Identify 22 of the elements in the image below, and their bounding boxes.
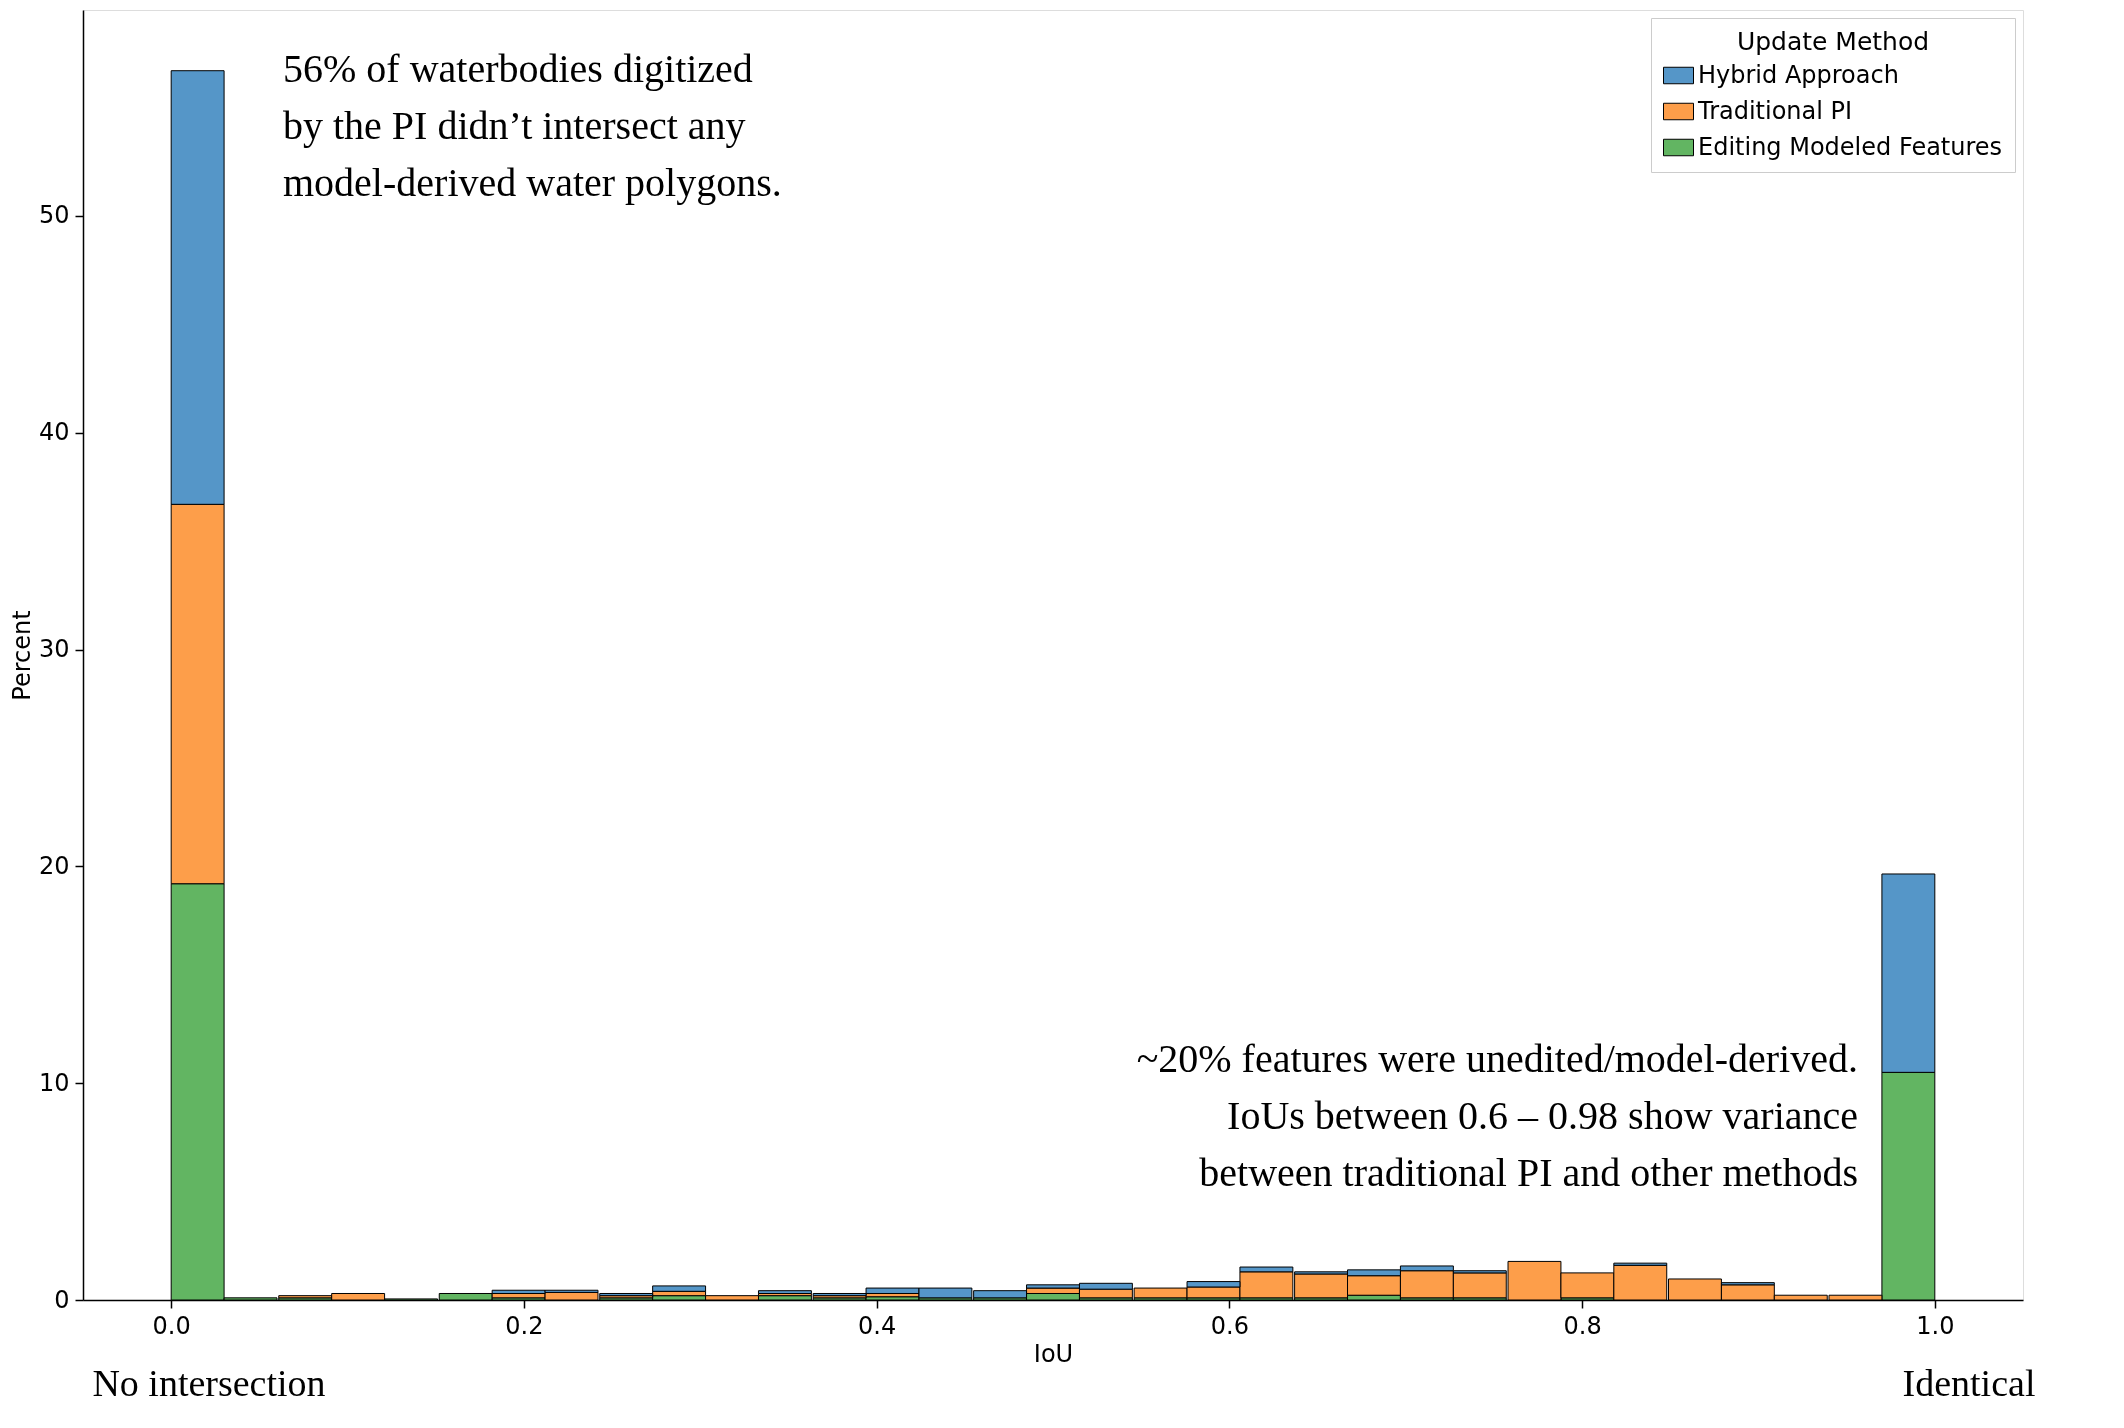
x-tick-label: 0.2 — [505, 1311, 544, 1340]
y-tick-label: 50 — [38, 201, 70, 230]
legend-label: Traditional PI — [1697, 96, 1853, 125]
y-tick-label: 30 — [38, 635, 70, 664]
legend-title: Update Method — [1736, 27, 1930, 56]
x-tick-label: 0.8 — [1563, 1311, 1602, 1340]
x-tick-label: 1.0 — [1916, 1311, 1955, 1340]
x-axis-title: IoU — [1033, 1339, 1074, 1368]
annotation: 56% of waterbodies digitized by the PI didn’t intersect any model-derived water polygons. — [283, 46, 782, 205]
y-tick-label: 20 — [38, 851, 70, 880]
y-tick-label: 40 — [38, 418, 70, 447]
text: Identical — [1902, 1362, 2036, 1404]
y-tick-label: 0 — [54, 1285, 70, 1314]
legend-label: Hybrid Approach — [1698, 60, 1899, 89]
y-axis-title: Percent — [7, 610, 36, 701]
x-tick-label: 0.4 — [858, 1311, 897, 1340]
legend-label: Editing Modeled Features — [1698, 132, 2003, 161]
y-tick-label: 10 — [38, 1068, 70, 1097]
text: No intersection — [92, 1362, 326, 1404]
annotation: ~20% features were unedited/model-derived. IoUs between 0.6 – 0.98 show variance between traditional PI and other methods — [1136, 1036, 1858, 1195]
x-tick-label: 0.6 — [1210, 1311, 1249, 1340]
x-tick-label: 0.0 — [152, 1311, 191, 1340]
